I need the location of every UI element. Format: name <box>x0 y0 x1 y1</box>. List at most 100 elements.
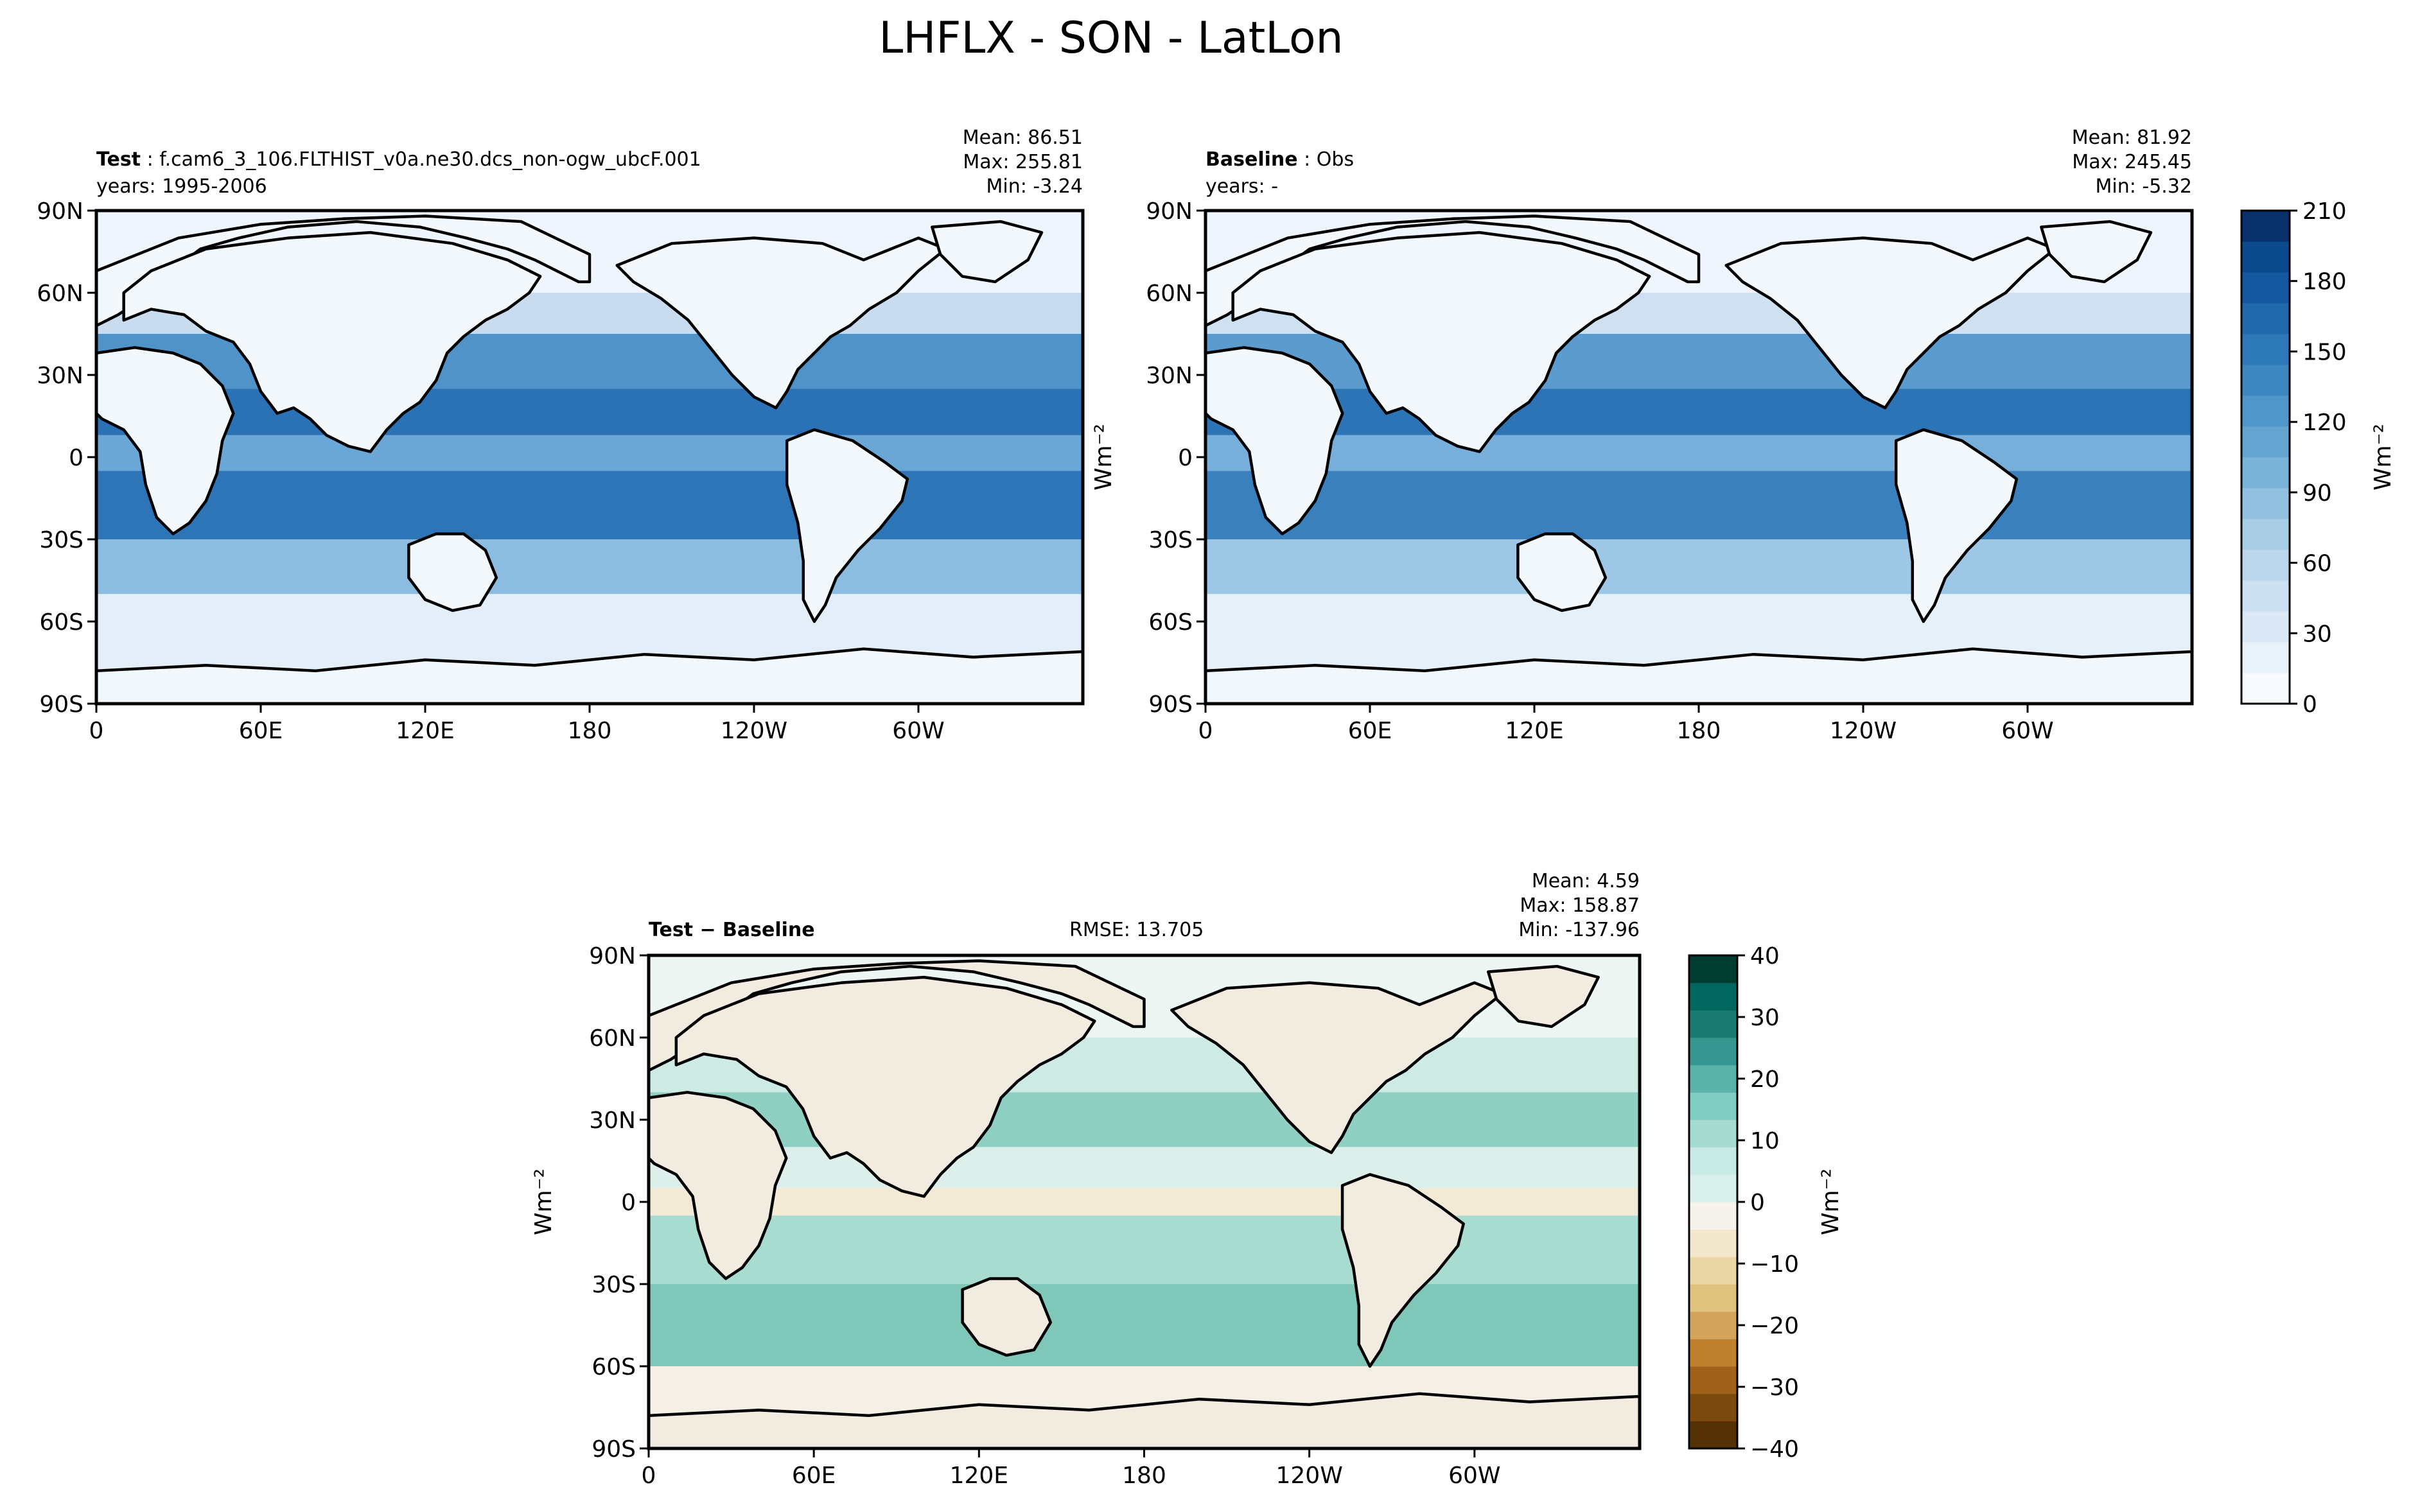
ytick-label: 0 <box>69 445 83 471</box>
colorbar-segment <box>1689 1339 1737 1367</box>
colorbar-tick-label: 120 <box>2302 410 2347 436</box>
ytick-label: 90S <box>39 691 83 718</box>
colorbar-segment <box>2241 550 2290 581</box>
colorbar-tick-label: 150 <box>2302 339 2347 365</box>
colorbar-segment <box>1689 1064 1737 1093</box>
ytick-label: 30N <box>37 363 83 389</box>
colorbar-difference-label: Wm⁻² <box>1818 1169 1844 1235</box>
continent-asia-main <box>122 230 542 453</box>
continent-north-america <box>615 236 947 410</box>
continent-australia <box>1516 532 1608 613</box>
colorbar-segment <box>1689 982 1737 1011</box>
panel-baseline-years: years: - <box>1206 175 1278 198</box>
panel-baseline-ylabel: Wm⁻² <box>1091 424 1117 491</box>
panel-test-xticks: 0 60E 120E 180 120W 60W <box>89 704 945 744</box>
panel-test-coastlines <box>96 214 1083 704</box>
colorbar-tick-label: −20 <box>1750 1313 1799 1339</box>
ocean-band-6 <box>1206 539 2192 595</box>
panel-diff-coastlines <box>649 959 1640 1448</box>
panel-diff-ylabel: Wm⁻² <box>530 1169 557 1235</box>
ytick-label: 60N <box>1146 281 1193 307</box>
panel-test: Test : f.cam6_3_106.FLTHIST_v0a.ne30.dcs… <box>37 126 1085 744</box>
panel-test-label: Test : f.cam6_3_106.FLTHIST_v0a.ne30.dcs… <box>96 148 701 171</box>
continent-greenland <box>2040 220 2153 284</box>
xtick-label: 120E <box>396 718 454 744</box>
panel-test-yticks: 90N 60N 30N 0 30S 60S 90S <box>37 198 96 718</box>
ytick-label: 60N <box>37 281 83 307</box>
colorbar-segment <box>1689 1284 1737 1312</box>
panel-baseline-stat-mean: Mean: 81.92 <box>2072 126 2192 149</box>
continent-africa <box>649 1091 788 1280</box>
panel-test-years: years: 1995-2006 <box>96 175 267 198</box>
ytick-label: 90N <box>37 198 83 225</box>
colorbar-segment <box>1689 1229 1737 1257</box>
colorbar-segment <box>2241 272 2290 304</box>
xtick-label: 0 <box>89 718 104 744</box>
panel-baseline-label-bold: Baseline <box>1206 148 1298 171</box>
colorbar-segment <box>2241 673 2290 704</box>
colorbar-segment <box>1689 1256 1737 1285</box>
panel-baseline-label: Baseline : Obs <box>1206 148 1354 171</box>
figure-title: LHFLX - SON - LatLon <box>879 13 1343 64</box>
ytick-label: 30S <box>1148 527 1193 553</box>
continent-antarctica <box>649 1392 1640 1448</box>
colorbar-segment <box>2241 488 2290 519</box>
xtick-label: 120E <box>1505 718 1563 744</box>
ytick-label: 30N <box>589 1108 636 1134</box>
xtick-label: 60E <box>792 1463 836 1489</box>
ocean-band-3 <box>96 388 1083 435</box>
colorbar-lhflx-label: Wm⁻² <box>2370 424 2396 491</box>
panel-diff-yticks: 90N 60N 30N 0 30S 60S 90S <box>589 943 649 1463</box>
ytick-label: 0 <box>1178 445 1193 471</box>
colorbar-tick-label: −30 <box>1750 1375 1799 1401</box>
ytick-label: 30N <box>1146 363 1193 389</box>
colorbar-tick-label: 40 <box>1750 943 1780 969</box>
ytick-label: 60S <box>1148 609 1193 636</box>
continent-africa <box>96 346 235 535</box>
panel-diff-label: Test − Baseline <box>649 919 815 941</box>
colorbar-tick-label: −10 <box>1750 1251 1799 1278</box>
colorbar-segment <box>1689 955 1737 984</box>
ytick-label: 90N <box>1146 198 1193 225</box>
colorbar-tick-label: 90 <box>2302 480 2332 507</box>
ytick-label: 30S <box>39 527 83 553</box>
panel-diff-rmse: RMSE: 13.705 <box>1069 919 1204 941</box>
ocean-band-5 <box>1206 471 2192 539</box>
panel-baseline-stat-min: Min: -5.32 <box>2096 175 2193 198</box>
colorbar-segment <box>2241 611 2290 643</box>
colorbar-segment <box>1689 1393 1737 1421</box>
ocean-band-4 <box>96 435 1083 471</box>
xtick-label: 120E <box>950 1463 1008 1489</box>
colorbar-segment <box>1689 1366 1737 1395</box>
continent-south-america <box>1894 428 2019 623</box>
ytick-label: 0 <box>621 1190 636 1216</box>
colorbar-segment <box>1689 1174 1737 1203</box>
continent-south-america <box>1340 1173 1465 1368</box>
xtick-label: 60W <box>1448 1463 1500 1489</box>
ocean-band-5 <box>96 471 1083 539</box>
panel-baseline-label-rest: Obs <box>1317 148 1354 171</box>
xtick-label: 0 <box>642 1463 656 1489</box>
panel-test-stat-max: Max: 255.81 <box>963 151 1083 173</box>
ytick-label: 60S <box>592 1354 636 1380</box>
colorbar-segment <box>2241 365 2290 396</box>
colorbar-lhflx-ticks: 0 30 60 90 120 150 180 210 <box>2290 198 2347 718</box>
xtick-label: 120W <box>721 718 787 744</box>
colorbar-segment <box>1689 1202 1737 1230</box>
xtick-label: 0 <box>1198 718 1213 744</box>
continent-north-america <box>1724 236 2056 410</box>
colorbar-segment <box>2241 426 2290 458</box>
colorbar-tick-label: 60 <box>2302 551 2332 577</box>
ocean-band-3 <box>1206 388 2192 435</box>
ytick-label: 30S <box>592 1272 636 1298</box>
xtick-label: 180 <box>1122 1463 1166 1489</box>
colorbar-tick-label: 30 <box>2302 621 2332 647</box>
panel-baseline-yticks: 90N 60N 30N 0 30S 60S 90S <box>1146 198 1206 718</box>
panel-diff-xticks: 0 60E 120E 180 120W 60W <box>642 1448 1501 1489</box>
ytick-label: 90S <box>592 1436 636 1463</box>
panel-difference: Test − Baseline RMSE: 13.705 Mean: 4.59 … <box>530 870 1642 1489</box>
continent-antarctica <box>96 647 1083 704</box>
colorbar-segment <box>1689 1120 1737 1148</box>
colorbar-segment <box>2241 211 2290 242</box>
